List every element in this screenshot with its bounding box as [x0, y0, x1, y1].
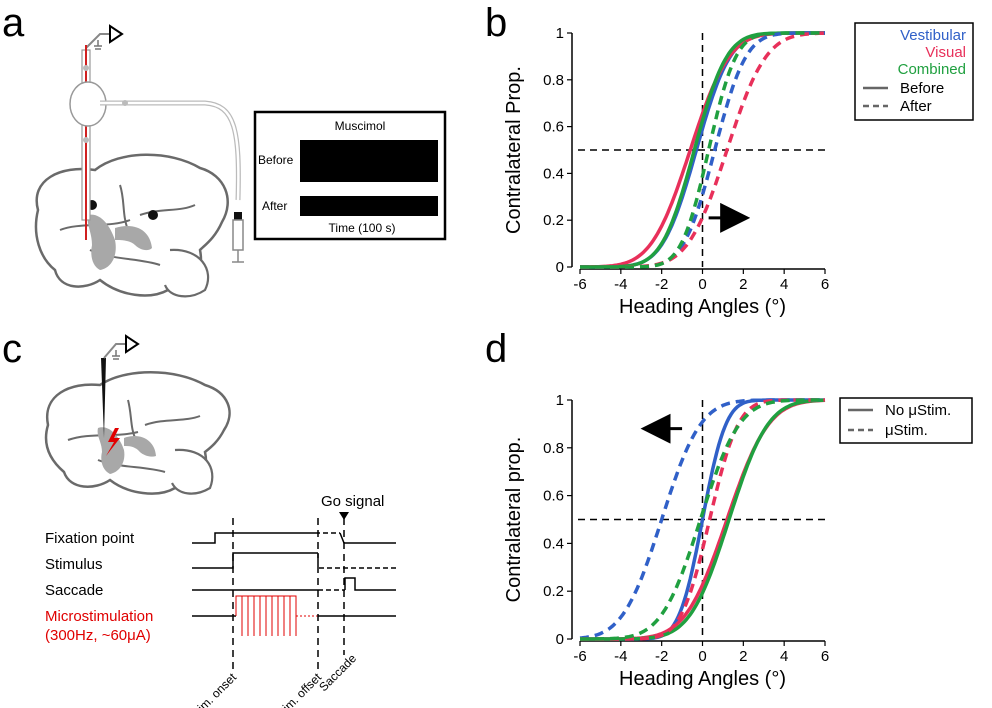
row-stimulus: Stimulus — [45, 556, 103, 573]
y-tick-label: 1 — [556, 392, 564, 409]
legend-before: Before — [900, 80, 944, 97]
panel-letter-b: b — [485, 1, 507, 45]
y-tick-label: 0.4 — [543, 165, 564, 182]
microstim-pulses — [235, 595, 297, 636]
x-tick-label: 2 — [739, 648, 747, 665]
combined-solid-curve — [580, 398, 826, 641]
y-axis-title: Contralateral Prop. — [503, 66, 525, 234]
legend-ustim: μStim. — [885, 422, 928, 439]
x-tick-label: 4 — [780, 276, 788, 293]
monkey-brain-c — [44, 334, 231, 495]
y-tick-label: 0.8 — [543, 72, 564, 89]
y-tick-label: 0.4 — [543, 535, 564, 552]
muscimol-inset: Muscimol Before After Time (100 s) — [253, 110, 447, 241]
trace-label-before: Before — [258, 153, 294, 167]
row-fixation: Fixation point — [45, 530, 135, 547]
legend-vestibular: Vestibular — [900, 27, 966, 44]
trace-after — [300, 196, 438, 216]
stim-timeline: Fixation point Stimulus Saccade Microsti… — [45, 493, 396, 708]
y-tick-label: 0 — [556, 259, 564, 276]
x-tick-label: -6 — [573, 648, 586, 665]
row-saccade: Saccade — [45, 582, 103, 599]
legend-b: Vestibular Visual Combined Before After — [854, 22, 974, 121]
legend-d: No μStim. μStim. — [839, 397, 973, 444]
event-saccade: Saccade — [316, 651, 359, 694]
x-axis-title: Heading Angles (°) — [619, 668, 786, 690]
x-tick-label: -2 — [655, 648, 668, 665]
combined-dashed-curve — [580, 31, 825, 269]
chart-b: -6 -4 -2 0 2 4 6 0 0.2 0.4 0.6 0.8 1 Heading Angles (… — [503, 25, 829, 318]
legend-combined: Combined — [898, 61, 966, 78]
trace-label-after: After — [262, 199, 287, 213]
legend-visual: Visual — [925, 44, 966, 61]
time-label: Time (100 s) — [329, 221, 396, 235]
x-tick-label: 0 — [698, 276, 706, 293]
y-tick-label: 0.2 — [543, 212, 564, 229]
x-tick-label: 0 — [698, 648, 706, 665]
panel-letter-c: c — [2, 327, 22, 371]
x-tick-label: 6 — [821, 648, 829, 665]
monkey-brain-a — [34, 153, 229, 298]
legend-no-ustim: No μStim. — [885, 402, 951, 419]
y-tick-label: 1 — [556, 25, 564, 42]
x-tick-label: 6 — [821, 276, 829, 293]
chart-d: -6 -4 -2 0 2 4 6 0 0.2 0.4 0.6 0.8 1 Heading Angles (… — [503, 392, 829, 690]
y-tick-label: 0.8 — [543, 440, 564, 457]
y-tick-label: 0 — [556, 631, 564, 648]
combined-dashed-curve — [580, 398, 825, 641]
y-axis-title: Contralateral prop. — [503, 437, 525, 603]
y-tick-label: 0.6 — [543, 119, 564, 136]
inset-title: Muscimol — [335, 119, 386, 133]
event-offset: Stim. offset — [272, 670, 325, 708]
panel-letter-a: a — [2, 1, 25, 45]
y-tick-label: 0.6 — [543, 488, 564, 505]
go-signal-marker — [339, 512, 349, 520]
event-onset: Stim. onset — [187, 670, 240, 708]
injection-apparatus — [69, 24, 244, 263]
x-tick-label: 4 — [780, 648, 788, 665]
x-tick-label: 2 — [739, 276, 747, 293]
y-tick-label: 0.2 — [543, 583, 564, 600]
trace-before — [300, 140, 438, 182]
x-tick-label: -4 — [614, 276, 627, 293]
x-tick-label: -4 — [614, 648, 627, 665]
go-signal-label: Go signal — [321, 493, 384, 510]
x-axis-title: Heading Angles (°) — [619, 296, 786, 318]
x-tick-label: -6 — [573, 276, 586, 293]
x-tick-label: -2 — [655, 276, 668, 293]
row-micro-params: (300Hz, ~60μA) — [45, 627, 151, 644]
row-micro: Microstimulation — [45, 608, 153, 625]
legend-after: After — [900, 98, 932, 115]
panel-letter-d: d — [485, 327, 507, 371]
